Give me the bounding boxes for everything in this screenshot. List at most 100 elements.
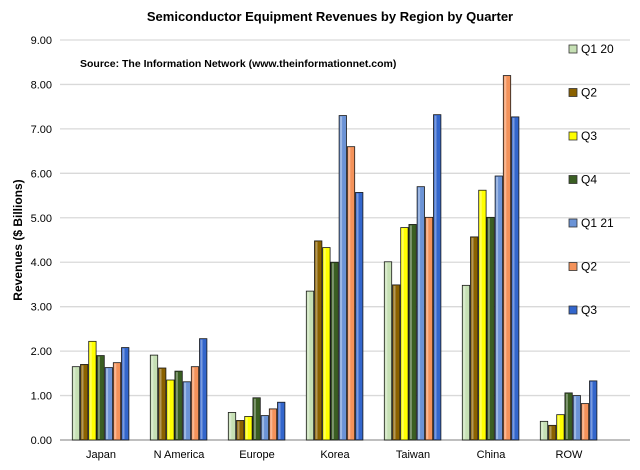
bar-highlight <box>426 218 429 439</box>
legend-item: Q4 <box>568 173 597 187</box>
y-tick-label: 6.00 <box>31 168 52 180</box>
bar-highlight <box>200 339 203 439</box>
legend-swatch <box>568 175 578 184</box>
legend-swatch <box>568 262 578 271</box>
bar-korea-5 <box>346 146 356 441</box>
legend-label: Q1 21 <box>581 216 614 230</box>
bar-highlight <box>496 177 499 439</box>
bar-china-3 <box>486 216 495 441</box>
x-tick-label: Japan <box>86 449 116 461</box>
legend-label: Q1 20 <box>581 42 614 56</box>
bar-highlight <box>471 237 474 439</box>
bar-europe-4 <box>260 415 269 441</box>
y-tick-label: 0.00 <box>31 435 52 447</box>
bar-taiwan-4 <box>416 186 425 441</box>
bar-japan-4 <box>104 367 113 441</box>
bar-korea-4 <box>338 115 347 441</box>
legend-item: Q2 <box>568 86 597 100</box>
bar-row-5 <box>580 403 590 441</box>
legend-label: Q4 <box>581 173 597 187</box>
bar-highlight <box>504 76 507 440</box>
bar-korea-6 <box>355 192 364 441</box>
bar-korea-1 <box>314 240 323 441</box>
bar-highlight <box>253 398 256 439</box>
bar-highlight <box>434 115 437 440</box>
bar-highlight <box>245 417 248 439</box>
bar-taiwan-0 <box>383 261 393 441</box>
bar-highlight <box>565 393 568 439</box>
bar-highlight <box>574 396 577 439</box>
x-tick-label: Korea <box>320 449 350 461</box>
bar-highlight <box>73 367 76 439</box>
legend-swatch <box>568 305 578 315</box>
bar-n-america-0 <box>149 354 159 441</box>
bar-highlight <box>106 368 109 439</box>
x-tick-label: China <box>477 449 507 461</box>
bar-highlight <box>512 117 515 439</box>
bar-highlight <box>541 422 544 439</box>
bar-row-0 <box>539 420 549 441</box>
bar-highlight <box>582 404 585 439</box>
bar-europe-6 <box>277 401 286 441</box>
y-tick-label: 8.00 <box>31 79 52 91</box>
bar-china-6 <box>511 116 520 441</box>
bar-europe-5 <box>268 408 278 441</box>
bar-highlight <box>340 116 343 440</box>
bar-n-america-2 <box>166 379 175 441</box>
x-tick-label: Europe <box>239 449 274 461</box>
bar-highlight <box>159 369 162 439</box>
bar-highlight <box>463 286 466 439</box>
legend-item: Q1 21 <box>568 216 614 230</box>
bar-n-america-3 <box>174 370 183 441</box>
bar-highlight <box>557 415 560 439</box>
bar-highlight <box>184 382 187 439</box>
legend-swatch <box>568 218 578 228</box>
y-axis-label: Revenues ($ Billions) <box>11 179 25 300</box>
bar-row-1 <box>548 424 557 441</box>
bar-china-1 <box>470 236 479 441</box>
chart-subtitle: Source: The Information Network (www.the… <box>80 58 396 70</box>
bar-highlight <box>315 241 318 439</box>
y-tick-label: 7.00 <box>31 124 52 136</box>
bar-highlight <box>409 225 412 439</box>
bar-japan-0 <box>71 366 81 441</box>
y-tick-label: 9.00 <box>31 35 52 47</box>
legend-label: Q3 <box>581 129 597 143</box>
bar-highlight <box>237 421 240 439</box>
bar-europe-3 <box>252 397 261 441</box>
bar-highlight <box>331 263 334 439</box>
legend-swatch <box>568 131 578 141</box>
bar-highlight <box>122 348 125 439</box>
bar-china-5 <box>502 75 512 441</box>
bar-n-america-1 <box>158 367 167 441</box>
bar-taiwan-2 <box>400 227 409 441</box>
legend-swatch <box>568 88 578 97</box>
bar-europe-2 <box>244 416 253 441</box>
bar-highlight <box>549 426 552 439</box>
bar-japan-3 <box>96 355 105 441</box>
bar-highlight <box>89 342 92 439</box>
x-tick-label: N America <box>154 449 206 461</box>
y-tick-label: 1.00 <box>31 391 52 403</box>
bar-highlight <box>270 409 273 439</box>
bar-taiwan-5 <box>424 216 434 441</box>
bar-row-6 <box>589 380 598 441</box>
bar-row-3 <box>564 392 573 441</box>
bar-europe-1 <box>236 420 245 441</box>
bar-highlight <box>393 285 396 439</box>
chart-title: Semiconductor Equipment Revenues by Regi… <box>147 9 513 24</box>
bar-highlight <box>323 248 326 439</box>
bar-highlight <box>385 262 388 439</box>
bar-highlight <box>401 228 404 439</box>
y-tick-label: 2.00 <box>31 346 52 358</box>
bar-n-america-5 <box>190 366 200 441</box>
y-tick-label: 3.00 <box>31 302 52 314</box>
bar-europe-0 <box>227 412 237 441</box>
bar-n-america-4 <box>182 381 191 441</box>
x-tick-label: ROW <box>556 449 584 461</box>
bar-japan-2 <box>88 340 97 441</box>
x-tick-label: Taiwan <box>396 449 430 461</box>
bar-highlight <box>418 187 421 439</box>
